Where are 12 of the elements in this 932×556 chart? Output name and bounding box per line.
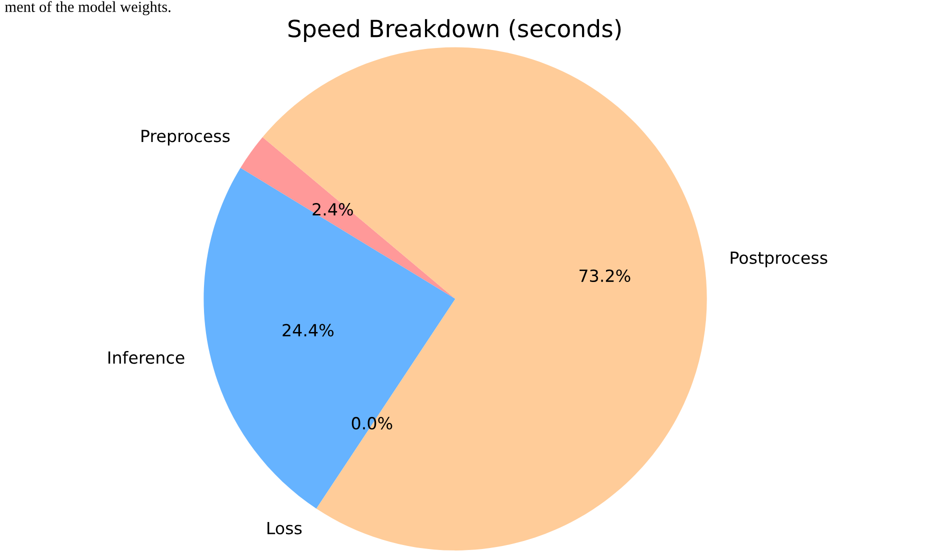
category-label: Loss <box>268 522 302 534</box>
slice-label: Inference <box>108 350 184 364</box>
data-label: 73.2% <box>580 269 630 282</box>
pie-slice <box>240 137 456 299</box>
chart-title: Speed Breakdown (seconds) <box>288 19 621 42</box>
pie-slice <box>204 168 456 509</box>
data-label: 2.4% <box>312 203 353 216</box>
text: ment of the model weights. <box>4 1 170 16</box>
slice-label: Postprocess <box>730 252 828 268</box>
slice-label: Preprocess <box>142 130 230 146</box>
data-label: 24.4% <box>282 324 334 337</box>
pie-slice <box>262 47 707 550</box>
